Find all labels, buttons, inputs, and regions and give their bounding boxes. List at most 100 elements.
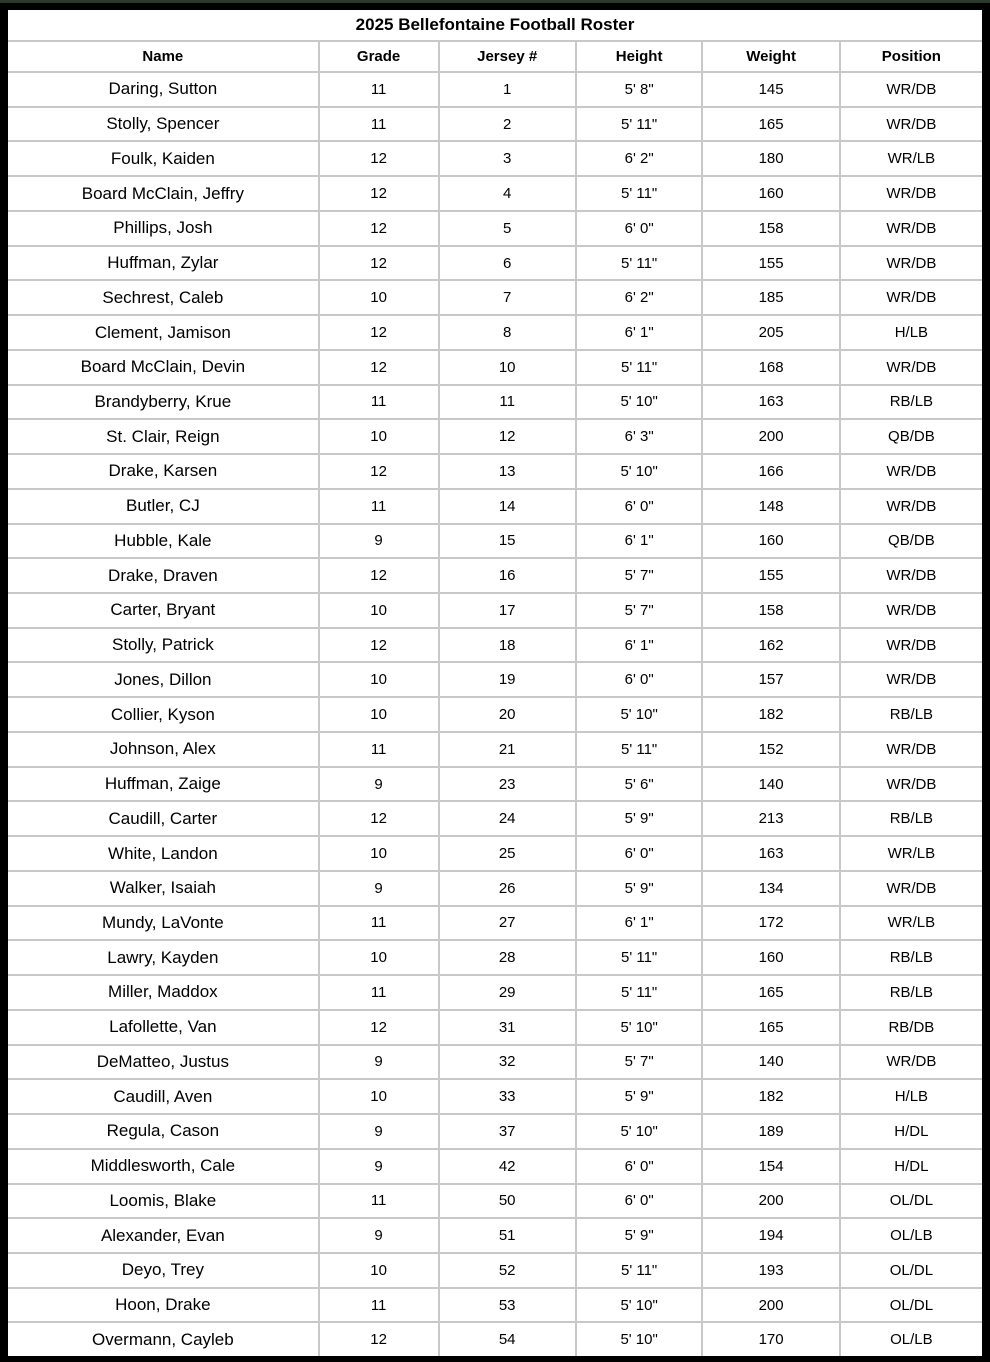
cell-height: 5' 9": [574, 1217, 704, 1254]
cell-height: 6' 0": [574, 1182, 704, 1220]
cell-name: Drake, Draven: [8, 557, 320, 595]
cell-jersey: 20: [437, 696, 577, 733]
table-row: Lawry, Kayden 10 28 5' 11" 160 RB/LB: [8, 939, 982, 977]
cell-position: WR/LB: [838, 140, 982, 178]
cell-name: Alexander, Evan: [8, 1217, 320, 1254]
cell-name: Loomis, Blake: [8, 1182, 320, 1220]
cell-position: WR/DB: [838, 869, 982, 907]
cell-grade: 11: [317, 974, 440, 1011]
cell-weight: 168: [701, 348, 841, 386]
cell-height: 5' 11": [574, 1251, 704, 1289]
cell-position: OL/LB: [838, 1217, 982, 1254]
cell-name: Butler, CJ: [8, 487, 320, 525]
cell-grade: 11: [317, 904, 440, 942]
cell-height: 6' 1": [574, 626, 704, 664]
cell-jersey: 52: [437, 1251, 577, 1289]
cell-height: 5' 11": [574, 730, 704, 768]
cell-height: 6' 0": [574, 1147, 704, 1185]
cell-height: 5' 11": [574, 348, 704, 386]
cell-grade: 12: [317, 140, 440, 178]
cell-name: Caudill, Carter: [8, 800, 320, 838]
cell-weight: 185: [701, 279, 841, 317]
cell-height: 5' 10": [574, 1321, 704, 1356]
cell-grade: 12: [317, 626, 440, 664]
cell-name: Deyo, Trey: [8, 1251, 320, 1289]
cell-name: Miller, Maddox: [8, 974, 320, 1011]
table-row: Loomis, Blake 11 50 6' 0" 200 OL/DL: [8, 1182, 982, 1220]
cell-position: OL/DL: [838, 1251, 982, 1289]
cell-height: 5' 10": [574, 696, 704, 733]
table-row: Miller, Maddox 11 29 5' 11" 165 RB/LB: [8, 974, 982, 1011]
cell-weight: 163: [701, 835, 841, 872]
column-header-weight: Weight: [701, 40, 841, 73]
cell-grade: 10: [317, 279, 440, 317]
cell-position: H/DL: [838, 1147, 982, 1185]
cell-weight: 205: [701, 314, 841, 351]
table-row: DeMatteo, Justus 9 32 5' 7" 140 WR/DB: [8, 1043, 982, 1081]
cell-weight: 145: [701, 71, 841, 108]
cell-height: 6' 1": [574, 522, 704, 560]
cell-weight: 155: [701, 244, 841, 282]
cell-grade: 9: [317, 869, 440, 907]
cell-grade: 12: [317, 244, 440, 282]
cell-height: 5' 10": [574, 1113, 704, 1150]
cell-jersey: 50: [437, 1182, 577, 1220]
table-row: Foulk, Kaiden 12 3 6' 2" 180 WR/LB: [8, 140, 982, 178]
cell-position: RB/LB: [838, 696, 982, 733]
cell-position: WR/DB: [838, 487, 982, 525]
cell-height: 5' 7": [574, 1043, 704, 1081]
table-row: Drake, Karsen 12 13 5' 10" 166 WR/DB: [8, 453, 982, 490]
cell-position: WR/DB: [838, 1043, 982, 1081]
cell-position: OL/LB: [838, 1321, 982, 1356]
column-header-height: Height: [574, 40, 704, 73]
cell-name: Stolly, Spencer: [8, 105, 320, 143]
cell-height: 5' 10": [574, 453, 704, 490]
cell-name: Board McClain, Devin: [8, 348, 320, 386]
table-row: Huffman, Zaige 9 23 5' 6" 140 WR/DB: [8, 765, 982, 803]
column-header-name: Name: [8, 40, 320, 73]
cell-position: RB/LB: [838, 974, 982, 1011]
cell-weight: 140: [701, 765, 841, 803]
cell-height: 5' 9": [574, 800, 704, 838]
cell-position: WR/LB: [838, 835, 982, 872]
cell-grade: 10: [317, 661, 440, 699]
column-header-jersey: Jersey #: [437, 40, 577, 73]
cell-grade: 10: [317, 696, 440, 733]
cell-name: Johnson, Alex: [8, 730, 320, 768]
cell-name: Foulk, Kaiden: [8, 140, 320, 178]
cell-position: WR/DB: [838, 175, 982, 212]
cell-height: 5' 11": [574, 974, 704, 1011]
cell-name: St. Clair, Reign: [8, 418, 320, 456]
roster-table-container: 2025 Bellefontaine Football Roster Name G…: [8, 10, 982, 1356]
cell-name: Brandyberry, Krue: [8, 383, 320, 421]
cell-grade: 11: [317, 730, 440, 768]
cell-name: White, Landon: [8, 835, 320, 872]
cell-position: WR/DB: [838, 730, 982, 768]
cell-jersey: 5: [437, 209, 577, 247]
cell-jersey: 27: [437, 904, 577, 942]
cell-position: WR/DB: [838, 557, 982, 595]
cell-position: WR/DB: [838, 765, 982, 803]
cell-jersey: 12: [437, 418, 577, 456]
table-row: Board McClain, Jeffry 12 4 5' 11" 160 WR/DB: [8, 175, 982, 212]
cell-jersey: 14: [437, 487, 577, 525]
cell-weight: 182: [701, 1078, 841, 1116]
cell-weight: 189: [701, 1113, 841, 1150]
cell-weight: 163: [701, 383, 841, 421]
column-header-grade: Grade: [317, 40, 440, 73]
cell-grade: 12: [317, 557, 440, 595]
table-row: White, Landon 10 25 6' 0" 163 WR/LB: [8, 835, 982, 872]
cell-jersey: 24: [437, 800, 577, 838]
cell-grade: 9: [317, 765, 440, 803]
cell-grade: 9: [317, 522, 440, 560]
cell-jersey: 18: [437, 626, 577, 664]
cell-height: 6' 1": [574, 314, 704, 351]
cell-weight: 134: [701, 869, 841, 907]
cell-jersey: 15: [437, 522, 577, 560]
cell-grade: 11: [317, 487, 440, 525]
cell-jersey: 7: [437, 279, 577, 317]
cell-position: WR/DB: [838, 209, 982, 247]
cell-height: 5' 6": [574, 765, 704, 803]
cell-height: 6' 3": [574, 418, 704, 456]
cell-position: RB/LB: [838, 939, 982, 977]
